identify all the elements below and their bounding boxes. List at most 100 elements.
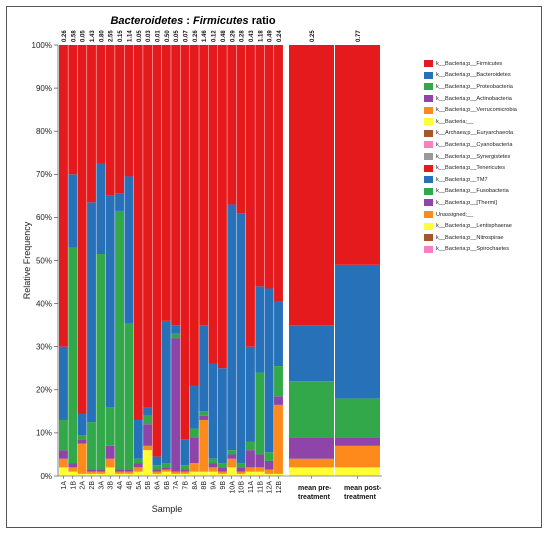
bar-3A-green-segment: [96, 254, 106, 470]
legend-label: k__Bacteria;p__Actinobacteria: [436, 95, 512, 102]
x-tick-label: 3A: [98, 481, 105, 490]
bar-3B-green-segment: [105, 407, 115, 446]
legend-label: k__Bacteria;p__Synergistetes: [436, 153, 511, 160]
legend-label: Unassigned;__: [436, 211, 474, 218]
bar-10A-blue-segment: [227, 204, 237, 451]
legend-item: k__Bacteria;p__Firmicutes: [424, 58, 544, 70]
legend-swatch: [424, 129, 433, 137]
legend-item: k__Bacteria;p__Synergistetes: [424, 151, 544, 163]
mean-bar-0-yellow-segment: [289, 467, 334, 476]
ratio-label: 0.50: [165, 30, 171, 42]
x-tick-label: 5A: [136, 481, 143, 490]
x-tick-label: 7B: [183, 481, 190, 490]
x-axis-label: Sample: [152, 504, 183, 514]
y-tick-label: 10%: [36, 429, 52, 438]
legend-label: k__Archaea;p__Euryarchaeota: [436, 130, 514, 137]
bar-10B-orange-segment: [236, 471, 246, 474]
mean-bar-label: mean post-treatment: [344, 485, 382, 501]
bar-2A-red-segment: [77, 45, 87, 414]
bar-8A-blue-segment: [189, 385, 199, 429]
legend-item: k__Bacteria;p__Actinobacteria: [424, 93, 544, 105]
bar-3B-orange-segment: [105, 458, 115, 468]
legend-label: k__Bacteria;p__Spirochaetes: [436, 246, 510, 253]
bar-1A-blue-segment: [59, 346, 68, 420]
legend-item: k__Bacteria;p__[Thermi]: [424, 197, 544, 209]
legend-item: k__Bacteria;p__Tenericutes: [424, 162, 544, 174]
mean-bar-1-orange-segment: [335, 445, 380, 468]
mean-ratio-label: 0.77: [356, 30, 362, 42]
bar-6B-red-segment: [161, 45, 171, 321]
y-tick-label: 40%: [36, 299, 52, 308]
bar-11B-red-segment: [255, 45, 265, 287]
legend-item: k__Bacteria;__: [424, 116, 544, 128]
legend-label: k__Bacteria;p__TM7: [436, 176, 488, 183]
bar-11A-red-segment: [246, 45, 255, 347]
bar-2B-yellow-segment: [87, 473, 96, 476]
bar-9B-purple-segment: [217, 467, 227, 472]
bar-6A-purple-segment: [152, 469, 162, 472]
mean-ratio-label: 0.25: [310, 30, 316, 42]
bar-1A-red-segment: [59, 45, 68, 347]
legend-label: k__Bacteria;p__Bacteroidetes: [436, 72, 511, 79]
x-tick-label: 6A: [154, 481, 161, 490]
chart-title: Bacteroidetes : Firmicutes ratio: [110, 15, 275, 27]
bar-2B-red-segment: [87, 45, 96, 203]
bar-12B-yellow-segment: [274, 473, 283, 476]
legend-item: k__Bacteria;p__Proteobacteria: [424, 81, 544, 93]
bar-1A-purple-segment: [59, 450, 68, 459]
bar-5A-purple-segment: [133, 463, 143, 468]
x-tick-label: 10B: [239, 481, 246, 494]
legend-swatch: [424, 71, 433, 79]
bar-11B-yellow-segment: [255, 471, 265, 476]
legend-label: k__Bacteria;p__Nitrospirae: [436, 234, 504, 241]
ratio-label: 1.46: [202, 30, 208, 42]
bar-5B-green-segment: [143, 415, 153, 425]
x-tick-label: 2A: [80, 481, 87, 490]
x-tick-label: 11A: [248, 481, 255, 493]
mean-bar-0-green-segment: [289, 381, 334, 438]
ratio-label: 1.14: [127, 30, 133, 42]
bar-2A-green-segment: [77, 435, 87, 440]
bar-1A-yellow-segment: [59, 467, 68, 476]
legend-swatch: [424, 187, 433, 195]
legend-swatch: [424, 211, 433, 219]
bar-8A-green-segment: [189, 428, 199, 438]
x-tick-label: 4B: [126, 481, 133, 490]
legend-label: k__Bacteria;p__Firmicutes: [436, 60, 503, 67]
bar-4A-blue-segment: [115, 193, 124, 211]
bar-6A-green-segment: [152, 465, 162, 470]
bar-8B-red-segment: [199, 45, 209, 326]
bar-9A-purple-segment: [208, 463, 218, 468]
ratio-label: 0.05: [137, 30, 143, 42]
bar-3A-yellow-segment: [96, 473, 106, 476]
bar-3A-orange-segment: [96, 471, 106, 474]
ratio-label: 0.49: [268, 30, 274, 42]
bar-5A-red-segment: [133, 45, 143, 420]
legend-item: k__Bacteria;p__TM7: [424, 174, 544, 186]
bar-1A-orange-segment: [59, 458, 68, 468]
ratio-label: 0.05: [174, 30, 180, 42]
bar-3A-purple-segment: [96, 469, 106, 472]
bar-9A-orange-segment: [208, 467, 218, 472]
legend-item: k__Bacteria;p__Fusobacteria: [424, 186, 544, 198]
bar-2B-blue-segment: [87, 202, 96, 423]
ratio-label: 2.55: [109, 30, 115, 42]
bar-3B-blue-segment: [105, 195, 115, 408]
bar-11B-orange-segment: [255, 467, 265, 472]
bar-8B-orange-segment: [199, 419, 209, 472]
y-tick-label: 70%: [36, 170, 52, 179]
bar-1B-yellow-segment: [68, 471, 78, 476]
y-tick-label: 100%: [32, 41, 52, 50]
bar-6B-blue-segment: [161, 320, 171, 464]
bar-7A-yellow-segment: [171, 473, 181, 476]
ratio-label: 0.26: [193, 30, 199, 42]
bar-12A-yellow-segment: [264, 473, 274, 476]
mean-bar-0-purple-segment: [289, 437, 334, 459]
bar-6A-orange-segment: [152, 471, 162, 474]
bar-12B-blue-segment: [274, 301, 283, 367]
legend-label: k__Bacteria;p__Verrucomicrobia: [436, 107, 517, 114]
bar-10B-yellow-segment: [236, 473, 246, 476]
legend-item: k__Archaea;p__Euryarchaeota: [424, 128, 544, 140]
bar-11A-orange-segment: [246, 467, 255, 472]
ratio-label: 0.07: [184, 30, 190, 42]
